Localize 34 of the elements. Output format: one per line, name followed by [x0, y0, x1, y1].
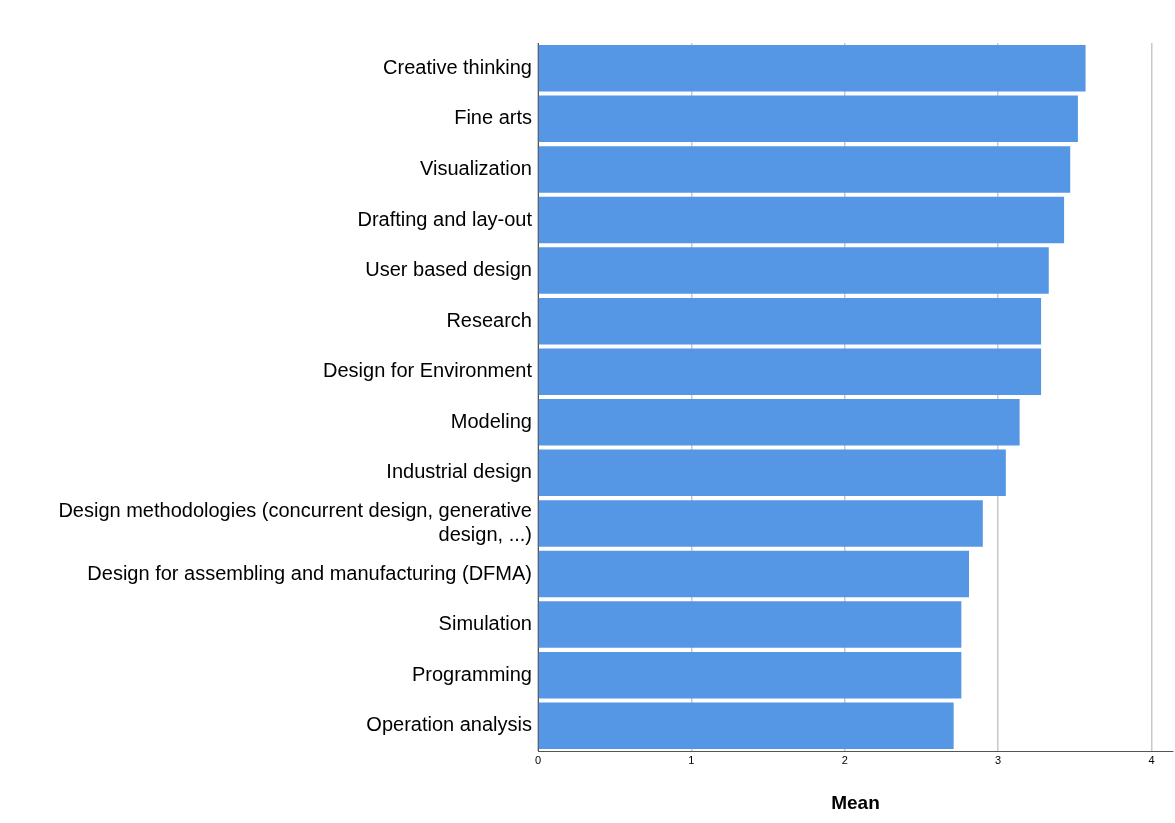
- y-tick-label: Industrial design: [386, 460, 532, 483]
- bar: [538, 550, 969, 598]
- y-tick-label: Visualization: [420, 156, 532, 179]
- x-tick-label: 3: [995, 753, 1002, 766]
- y-tick-label: Drafting and lay-out: [357, 207, 533, 230]
- y-tick-label: Design for assembling and manufacturing (DFMA): [87, 561, 532, 584]
- bar: [538, 196, 1065, 244]
- bar: [538, 449, 1006, 497]
- bar: [538, 45, 1086, 92]
- bar: [538, 702, 954, 749]
- x-tick-label: 2: [841, 753, 848, 766]
- bar: [538, 651, 962, 699]
- y-tick-label: Design for Environment: [323, 359, 533, 382]
- bar: [538, 146, 1071, 193]
- bar: [538, 601, 962, 648]
- y-tick-label: Fine arts: [454, 106, 532, 129]
- x-tick-label: 4: [1148, 753, 1155, 766]
- x-tick-label: 0: [534, 753, 542, 766]
- bar: [538, 500, 983, 547]
- x-tick-label: 1: [688, 753, 695, 766]
- y-tick-label: Creative thinking: [383, 55, 532, 78]
- y-tick-label: Research: [446, 308, 532, 331]
- bar: [538, 399, 1020, 446]
- y-tick-label: Programming: [411, 662, 532, 685]
- bar: [538, 95, 1078, 143]
- x-axis-title: Mean: [831, 791, 880, 813]
- y-tick-label: Operation analysis: [366, 713, 532, 736]
- y-tick-label: Modeling: [450, 409, 532, 432]
- y-tick-label: Design methodologies (concurrent design, generative design, ...): [58, 498, 532, 545]
- y-tick-label: Simulation: [438, 612, 532, 635]
- bar: [538, 247, 1049, 294]
- bar: [538, 297, 1042, 345]
- bar: [538, 348, 1042, 395]
- y-tick-label: User based design: [365, 258, 532, 281]
